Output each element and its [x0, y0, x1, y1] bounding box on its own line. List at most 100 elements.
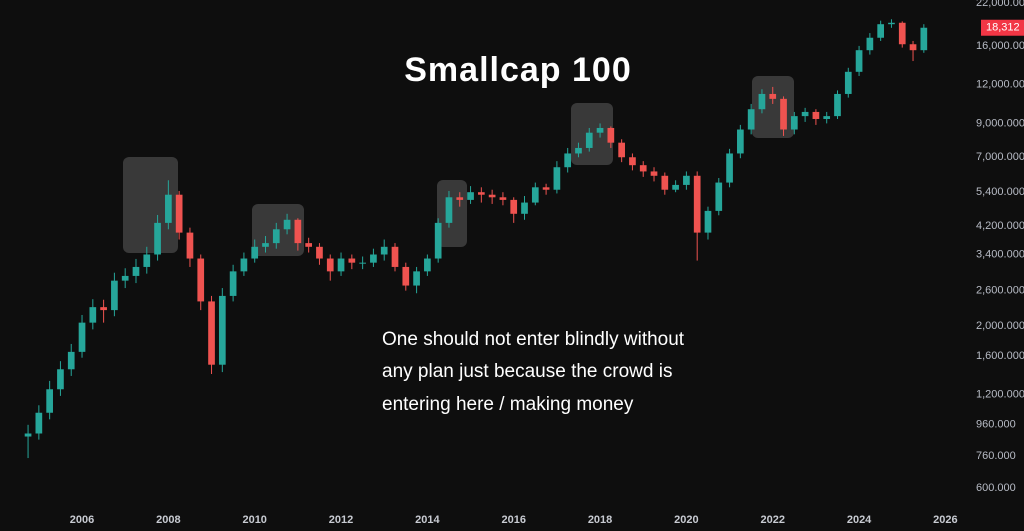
candle-body	[564, 153, 572, 168]
candle-body	[100, 307, 107, 311]
candle-body	[866, 37, 874, 51]
y-tick-label: 2,600.000	[976, 285, 1024, 297]
candle-body	[424, 258, 431, 272]
candle-body	[370, 254, 377, 263]
x-tick-label: 2014	[415, 514, 440, 526]
x-tick-label: 2006	[70, 514, 94, 526]
y-tick-label: 3,400.000	[976, 248, 1024, 260]
candle-body	[294, 219, 302, 244]
highlight-box	[752, 76, 794, 138]
x-tick-label: 2016	[501, 514, 525, 526]
y-tick-label: 1,200.000	[976, 389, 1024, 401]
candle-body	[272, 229, 280, 244]
candle-body	[585, 132, 593, 148]
candle-body	[24, 433, 32, 437]
candle-body	[801, 111, 809, 117]
candle-body	[111, 280, 118, 311]
plot-area	[24, 19, 928, 459]
candle-body	[78, 322, 86, 352]
candle-body	[629, 157, 636, 166]
candle-body	[326, 258, 334, 272]
candle-body	[650, 171, 658, 176]
candle-body	[683, 175, 690, 185]
y-tick-label: 5,400.000	[976, 186, 1024, 198]
candle-body	[834, 93, 841, 117]
candle-body	[467, 192, 474, 200]
candle-body	[143, 254, 151, 267]
last-price-box	[981, 19, 1024, 36]
candle-body	[316, 246, 323, 259]
candle-body	[747, 109, 755, 130]
candle-body	[704, 210, 712, 233]
candle-body	[510, 199, 518, 214]
candle-body	[359, 262, 366, 264]
y-tick-label: 9,000.000	[976, 117, 1024, 129]
x-tick-label: 2012	[329, 514, 353, 526]
candle-body	[844, 71, 852, 94]
candle-body	[639, 165, 647, 172]
annotation: entering here / making money	[382, 394, 634, 415]
candle-body	[575, 147, 582, 154]
candle-body	[57, 369, 64, 390]
candle-body	[35, 412, 43, 434]
candle-body	[46, 389, 53, 413]
candle-body	[251, 246, 259, 259]
candle-body	[186, 232, 194, 259]
candle-body	[229, 271, 237, 296]
y-tick-label: 2,000.000	[976, 320, 1024, 332]
candle-body	[477, 192, 485, 195]
candle-body	[380, 246, 388, 255]
candle-body	[780, 98, 787, 130]
candle-body	[726, 153, 733, 183]
x-tick-label: 2008	[156, 514, 180, 526]
candle-body	[175, 194, 183, 233]
candle-body	[283, 219, 291, 230]
candle-body	[920, 27, 928, 51]
y-tick-label: 760.000	[976, 450, 1016, 462]
candle-body	[553, 167, 561, 190]
x-tick-label: 2026	[933, 514, 957, 526]
candle-body	[262, 243, 269, 247]
y-tick-label: 22,000.000	[976, 0, 1024, 9]
candle-body	[790, 116, 798, 130]
candle-body	[337, 258, 345, 272]
candle-body	[348, 258, 356, 263]
candle-body	[521, 202, 528, 214]
candle-body	[402, 266, 410, 286]
candle-body	[499, 197, 507, 200]
x-tick-label: 2022	[760, 514, 784, 526]
x-tick-label: 2018	[588, 514, 612, 526]
candle-body	[607, 127, 615, 143]
candle-body	[165, 194, 172, 223]
candle-body	[197, 258, 205, 302]
annotation: any plan just because the crowd is	[382, 361, 672, 382]
candle-body	[208, 301, 215, 365]
candle-body	[693, 175, 701, 233]
y-tick-label: 12,000.000	[976, 79, 1024, 91]
candle-body	[456, 197, 464, 200]
y-tick-label: 1,600.000	[976, 350, 1024, 362]
candle-body	[445, 197, 453, 223]
x-tick-label: 2010	[242, 514, 266, 526]
candle-body	[898, 22, 906, 45]
candle-body	[531, 187, 539, 203]
candle-body	[305, 243, 313, 247]
candle-body	[89, 307, 97, 323]
candle-body	[596, 127, 604, 133]
candle-body	[715, 182, 723, 211]
candle-body	[672, 184, 679, 190]
candle-body	[218, 295, 226, 365]
y-tick-label: 7,000.000	[976, 151, 1024, 163]
candle-body	[823, 116, 831, 119]
candle-body	[661, 175, 669, 190]
candle-body	[909, 44, 917, 51]
y-tick-label: 960.000	[976, 419, 1016, 431]
candle-body	[67, 351, 75, 370]
x-tick-label: 2024	[847, 514, 872, 526]
candle-body	[877, 24, 885, 38]
y-tick-label: 16,000.000	[976, 40, 1024, 52]
candle-body	[888, 22, 895, 25]
chart-title: Smallcap 100	[404, 51, 631, 89]
candle-body	[758, 93, 766, 110]
